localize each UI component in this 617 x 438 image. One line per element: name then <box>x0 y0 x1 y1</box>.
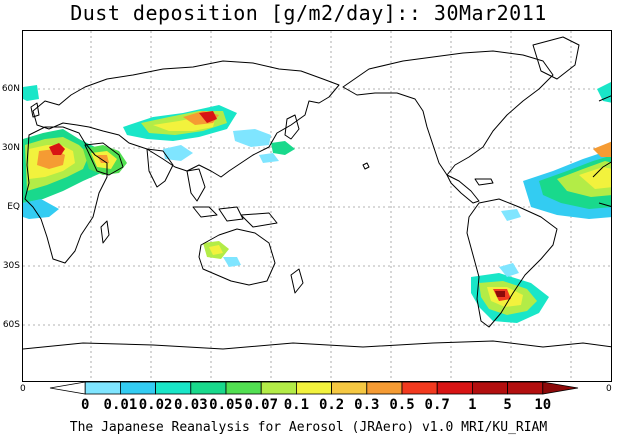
colorbar-swatch <box>155 381 192 395</box>
colorbar-swatch <box>436 381 473 395</box>
graticule <box>23 31 611 381</box>
colorbar-swatch <box>120 381 157 395</box>
colorbar-swatch <box>225 381 262 395</box>
colorbar-swatch <box>507 381 544 395</box>
colorbar-tick-label: 0.2 <box>318 397 345 413</box>
edge-label-left: 0 <box>20 384 26 394</box>
colorbar-swatch <box>331 381 368 395</box>
colorbar-tick-label: 0.3 <box>354 397 380 413</box>
colorbar-swatch <box>84 381 121 395</box>
colorbar-tick-label: 0.03 <box>173 397 208 413</box>
map-title: Dust deposition [g/m2/day]:: 30Mar2011 <box>70 1 547 25</box>
colorbar-tick-label: 10 <box>534 397 552 413</box>
colorbar-swatch <box>366 381 403 395</box>
world-map <box>23 31 611 381</box>
colorbar-swatch <box>295 381 332 395</box>
colorbar-tick-label: 0 <box>80 397 90 413</box>
dust-deposition-field <box>23 82 611 323</box>
colorbar-tick-label: 0.07 <box>244 397 279 413</box>
colorbar <box>49 381 579 395</box>
lat-label-60n: 60N <box>1 84 20 94</box>
colorbar-tick-label: 0.02 <box>138 397 173 413</box>
colorbar-swatch <box>401 381 438 395</box>
colorbar-swatch <box>190 381 227 395</box>
lat-label-30n: 30N <box>1 143 20 153</box>
coastlines <box>23 36 611 350</box>
colorbar-tick-label: 0.7 <box>424 397 450 413</box>
map-panel <box>22 30 612 382</box>
colorbar-tick-label: 0.01 <box>103 397 138 413</box>
footer-credit: The Japanese Reanalysis for Aerosol (JRA… <box>69 420 548 435</box>
colorbar-tick-label: 5 <box>503 397 512 413</box>
colorbar-tick-label: 0.5 <box>389 397 415 413</box>
colorbar-tick-label: 1 <box>468 397 477 413</box>
colorbar-tick-label: 0.1 <box>283 397 310 413</box>
colorbar-arrow-high <box>542 381 579 395</box>
colorbar-tick-label: 0.05 <box>209 397 243 413</box>
colorbar-arrow-low <box>49 381 86 395</box>
edge-label-right: 0 <box>606 384 612 394</box>
colorbar-swatch <box>471 381 508 395</box>
colorbar-swatch <box>260 381 297 395</box>
lat-label-60s: 60S <box>2 320 20 330</box>
lat-label-30s: 30S <box>2 261 20 271</box>
lat-label-eq: EQ <box>7 202 20 212</box>
